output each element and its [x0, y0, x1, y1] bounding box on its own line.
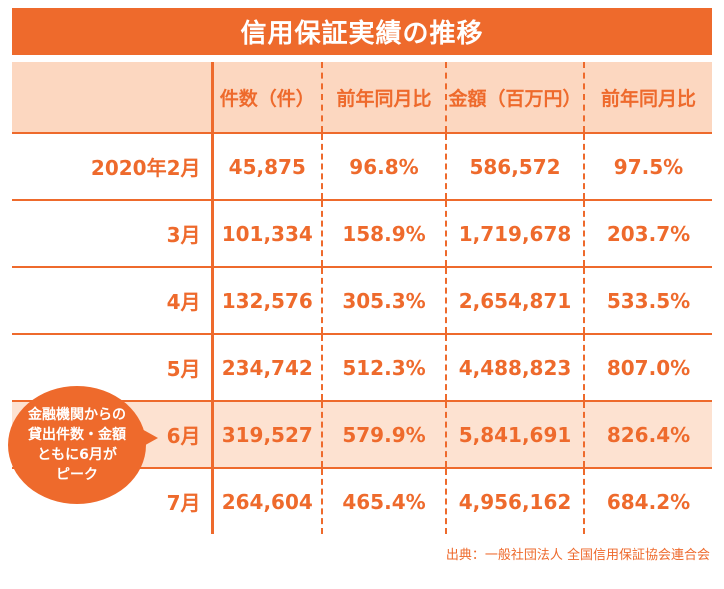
row-count-yoy: 305.3%	[322, 267, 447, 335]
row-amount-yoy: 826.4%	[584, 401, 712, 469]
row-count: 319,527	[212, 401, 323, 469]
peak-callout: 金融機関からの 貸出件数・金額 ともに6月が ピーク	[8, 386, 146, 504]
row-amount: 4,488,823	[446, 334, 585, 402]
callout-line: 貸出件数・金額	[28, 427, 126, 443]
callout-line: ともに6月が	[37, 447, 117, 463]
row-month: 2020年2月	[12, 133, 214, 201]
row-amount: 586,572	[446, 133, 585, 201]
row-amount-yoy: 203.7%	[584, 200, 712, 268]
table-row: 2020年2月 45,875 96.8% 586,572 97.5%	[12, 133, 712, 201]
row-count: 264,604	[212, 468, 323, 534]
header-amount: 金額（百万円）	[446, 62, 585, 134]
table-row: 3月 101,334 158.9% 1,719,678 203.7%	[12, 200, 712, 268]
row-count: 45,875	[212, 133, 323, 201]
row-month: 5月	[12, 334, 214, 402]
row-amount: 1,719,678	[446, 200, 585, 268]
table-header-row: 件数（件） 前年同月比 金額（百万円） 前年同月比	[12, 62, 712, 134]
row-count-yoy: 579.9%	[322, 401, 447, 469]
row-count: 234,742	[212, 334, 323, 402]
callout-pointer-icon	[140, 428, 158, 448]
row-amount-yoy: 533.5%	[584, 267, 712, 335]
row-count-yoy: 512.3%	[322, 334, 447, 402]
callout-line: 金融機関からの	[28, 407, 126, 423]
row-amount-yoy: 97.5%	[584, 133, 712, 201]
row-month: 4月	[12, 267, 214, 335]
source-note: 出典：一般社団法人 全国信用保証協会連合会	[445, 548, 710, 563]
row-amount-yoy: 684.2%	[606, 489, 691, 514]
row-amount: 2,654,871	[446, 267, 585, 335]
header-count-yoy: 前年同月比	[322, 62, 447, 134]
table-row: 4月 132,576 305.3% 2,654,871 533.5%	[12, 267, 712, 335]
header-blank	[12, 62, 214, 134]
header-amount-yoy: 前年同月比	[584, 62, 712, 134]
row-count-yoy: 158.9%	[322, 200, 447, 268]
row-count-yoy: 96.8%	[322, 133, 447, 201]
row-count-yoy: 465.4%	[322, 468, 447, 534]
row-month: 3月	[12, 200, 214, 268]
table-row: 5月 234,742 512.3% 4,488,823 807.0%	[12, 334, 712, 402]
row-amount-yoy: 807.0%	[584, 334, 712, 402]
row-count: 101,334	[212, 200, 323, 268]
header-count: 件数（件）	[212, 62, 323, 134]
callout-line: ピーク	[56, 467, 98, 483]
row-amount: 5,841,691	[446, 401, 585, 469]
row-count: 132,576	[212, 267, 323, 335]
row-amount: 4,956,162	[446, 468, 585, 534]
page-title: 信用保証実績の推移	[12, 8, 712, 55]
